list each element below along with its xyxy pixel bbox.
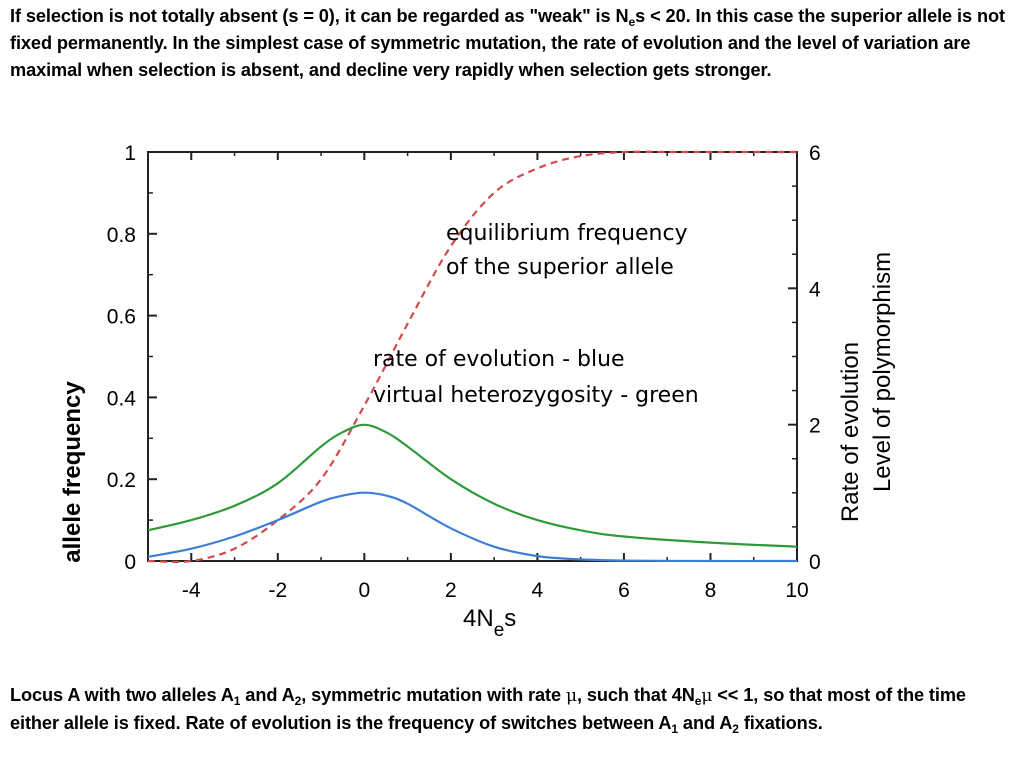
x-tick-label: -2 bbox=[268, 579, 287, 602]
caption-text-part: fixations. bbox=[738, 713, 823, 733]
x-tick-label: 8 bbox=[705, 579, 717, 602]
series-virtual-heterozygosity bbox=[147, 423, 798, 548]
x-tick-label: -4 bbox=[182, 579, 201, 602]
y-left-tick-label: 1 bbox=[124, 142, 136, 165]
caption-text-part: and A bbox=[677, 713, 733, 733]
x-axis-title-main: 4N bbox=[463, 605, 494, 632]
series-rate-of-evolution bbox=[147, 491, 798, 563]
caption-paragraph: Locus A with two alleles A1 and A2, symm… bbox=[10, 682, 1016, 737]
y-right-tick-label: 6 bbox=[809, 142, 821, 165]
caption-text-part: Locus A with two alleles A bbox=[10, 685, 234, 705]
subscript: 2 bbox=[732, 722, 739, 736]
x-tick-label: 2 bbox=[445, 579, 457, 602]
subscript: 1 bbox=[671, 722, 678, 736]
y-left-tick-label: 0.8 bbox=[107, 224, 136, 247]
y-right-tick-label: 4 bbox=[809, 278, 821, 301]
caption-text-part: , symmetric mutation with rate bbox=[301, 685, 566, 705]
y-left-tick-label: 0.6 bbox=[107, 306, 136, 329]
y-left-tick-label: 0.4 bbox=[107, 387, 137, 410]
subscript: e bbox=[694, 694, 702, 708]
y-right-tick-label: 0 bbox=[809, 551, 821, 574]
intro-text-part: s < 20. In this case the superior allele… bbox=[10, 6, 1005, 80]
series-equilibrium-frequency bbox=[147, 150, 797, 563]
annotation-equilibrium-line1: equilibrium frequency bbox=[446, 221, 688, 246]
intro-text-part: If selection is not totally absent (s = … bbox=[10, 6, 629, 26]
y-axis-right-title-2: Level of polymorphism bbox=[869, 252, 896, 492]
annotation-rate-line2: virtual heterozygosity - green bbox=[373, 383, 699, 408]
y-left-tick-label: 0 bbox=[124, 551, 136, 574]
x-tick-label: 10 bbox=[785, 579, 808, 602]
axis-ticks bbox=[147, 151, 798, 562]
y-axis-left-title: allele frequency bbox=[59, 381, 86, 563]
series-layer bbox=[147, 150, 798, 563]
mu-symbol: μ bbox=[701, 686, 713, 706]
subscript: 1 bbox=[233, 694, 241, 708]
x-tick-label: 6 bbox=[618, 579, 630, 602]
intro-paragraph: If selection is not totally absent (s = … bbox=[10, 3, 1016, 84]
caption-text-part: << 1, so that most of the time either al… bbox=[10, 685, 966, 733]
x-axis-title: 4Nes bbox=[463, 605, 516, 641]
y-left-tick-label: 0.2 bbox=[107, 469, 136, 492]
x-axis-title-tail: s bbox=[504, 605, 516, 632]
subscript: 2 bbox=[294, 694, 302, 708]
x-tick-label: 4 bbox=[532, 579, 544, 602]
x-tick-label: 0 bbox=[358, 579, 370, 602]
y-axis-right-title-1: Rate of evolution bbox=[837, 342, 864, 522]
subscript-e: e bbox=[628, 15, 636, 29]
x-axis-title-sub: e bbox=[494, 620, 505, 641]
annotation-rate-line1: rate of evolution - blue bbox=[373, 347, 625, 372]
caption-text-part: , such that 4N bbox=[576, 685, 695, 705]
y-right-tick-label: 2 bbox=[809, 415, 821, 438]
annotation-equilibrium-line2: of the superior allele bbox=[446, 255, 674, 280]
caption-text-part: and A bbox=[240, 685, 295, 705]
mu-symbol: μ bbox=[565, 686, 577, 706]
